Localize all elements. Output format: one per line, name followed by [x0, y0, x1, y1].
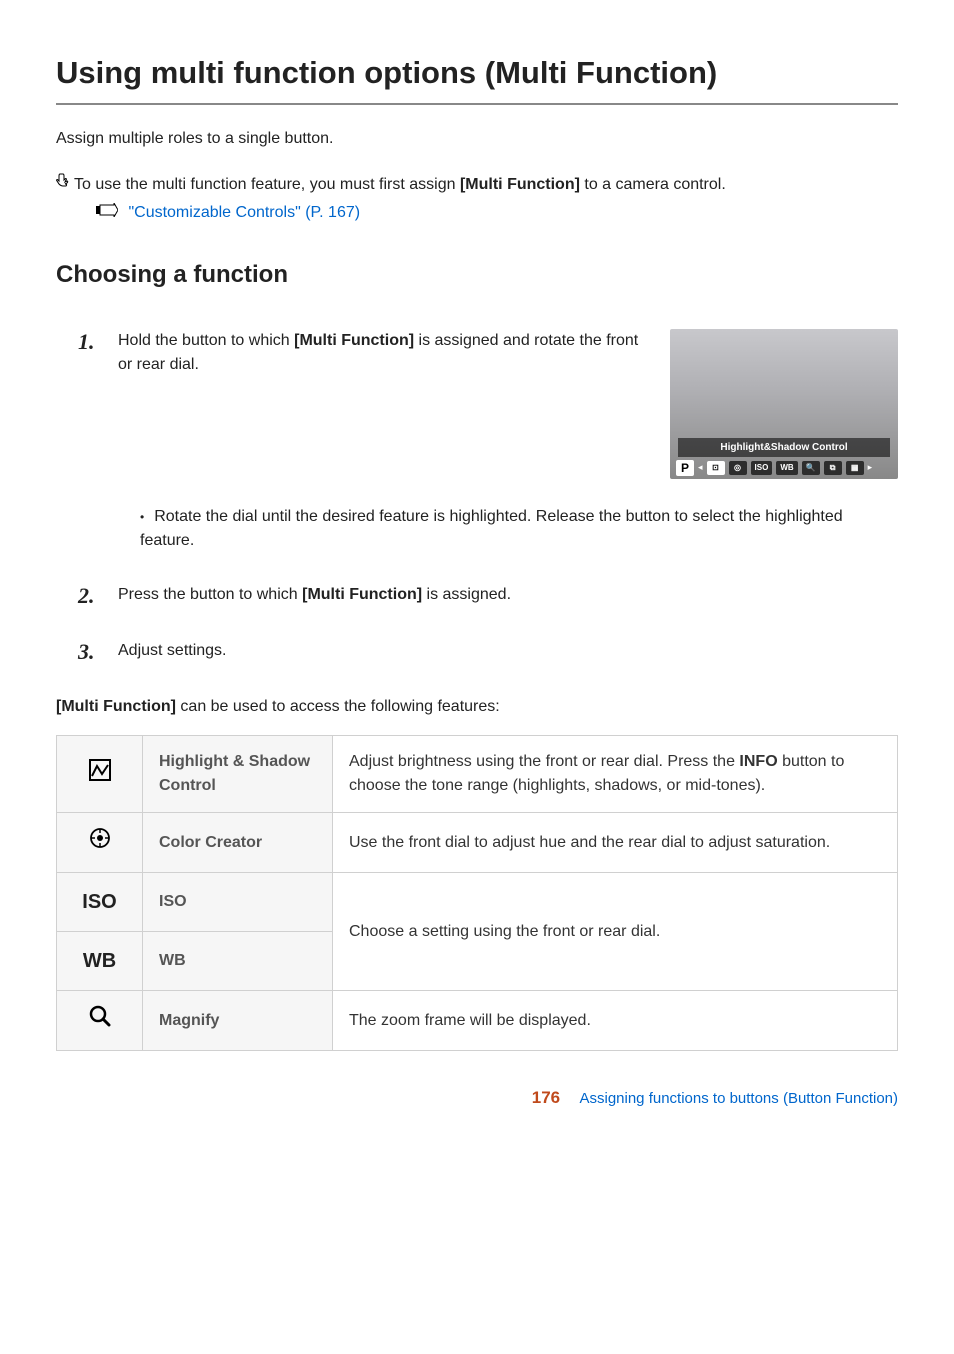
example-screenshot: Highlight&Shadow Control P ◂ ⊡ ◎ ISO WB … [670, 329, 898, 479]
step-text: Adjust settings. [118, 639, 898, 665]
wb-icon: WB [57, 932, 143, 991]
table-row: ISO ISO Choose a setting using the front… [57, 873, 898, 932]
feature-name: Color Creator [143, 813, 333, 873]
feature-name: WB [143, 932, 333, 991]
step-2: 2. Press the button to which [Multi Func… [78, 583, 898, 609]
step-1: 1. Hold the button to which [Multi Funct… [78, 329, 898, 553]
pointer-icon [96, 204, 122, 221]
breadcrumb-link[interactable]: Assigning functions to buttons (Button F… [579, 1090, 898, 1107]
thumb-arrow-left-icon: ◂ [698, 461, 703, 475]
step-number: 3. [78, 639, 118, 665]
thumb-chip: ⊡ [707, 461, 725, 475]
page-title: Using multi function options (Multi Func… [56, 50, 898, 105]
step-number: 1. [78, 329, 118, 553]
highlight-shadow-icon [57, 736, 143, 813]
reference-link[interactable]: "Customizable Controls" (P. 167) [128, 204, 360, 221]
note-block: To use the multi function feature, you m… [56, 173, 898, 225]
table-row: Magnify The zoom frame will be displayed… [57, 991, 898, 1051]
magnify-icon [57, 991, 143, 1051]
thumb-chip: ⧉ [824, 461, 842, 475]
table-row: Color Creator Use the front dial to adju… [57, 813, 898, 873]
feature-name: Highlight & Shadow Control [143, 736, 333, 813]
thumb-chip: 🔍 [802, 461, 820, 475]
step-sub-bullet: Rotate the dial until the desired featur… [140, 505, 898, 553]
feature-name: ISO [143, 873, 333, 932]
iso-icon: ISO [57, 873, 143, 932]
step-3: 3. Adjust settings. [78, 639, 898, 665]
thumb-mode-p: P [676, 460, 694, 476]
thumb-chip: ▦ [846, 461, 864, 475]
feature-desc: Adjust brightness using the front or rea… [333, 736, 898, 813]
feature-desc: The zoom frame will be displayed. [333, 991, 898, 1051]
feature-desc: Choose a setting using the front or rear… [333, 873, 898, 991]
features-table: Highlight & Shadow Control Adjust bright… [56, 735, 898, 1051]
thumb-chip: ◎ [729, 461, 747, 475]
table-intro: [Multi Function] can be used to access t… [56, 695, 898, 719]
note-text: To use the multi function feature, you m… [74, 173, 726, 197]
feature-desc: Use the front dial to adjust hue and the… [333, 813, 898, 873]
thumb-chip: ISO [751, 461, 773, 475]
hand-icon [56, 173, 70, 199]
color-creator-icon [57, 813, 143, 873]
feature-name: Magnify [143, 991, 333, 1051]
step-text: Press the button to which [Multi Functio… [118, 583, 898, 609]
thumb-arrow-right-icon: ▸ [868, 461, 873, 475]
thumb-chip: WB [776, 461, 797, 475]
thumb-label: Highlight&Shadow Control [678, 438, 890, 457]
step-text: Hold the button to which [Multi Function… [118, 329, 650, 479]
page-footer: 176 Assigning functions to buttons (Butt… [56, 1085, 898, 1111]
intro-text: Assign multiple roles to a single button… [56, 127, 898, 151]
page-number: 176 [532, 1088, 560, 1107]
section-heading: Choosing a function [56, 257, 898, 293]
table-row: Highlight & Shadow Control Adjust bright… [57, 736, 898, 813]
step-number: 2. [78, 583, 118, 609]
